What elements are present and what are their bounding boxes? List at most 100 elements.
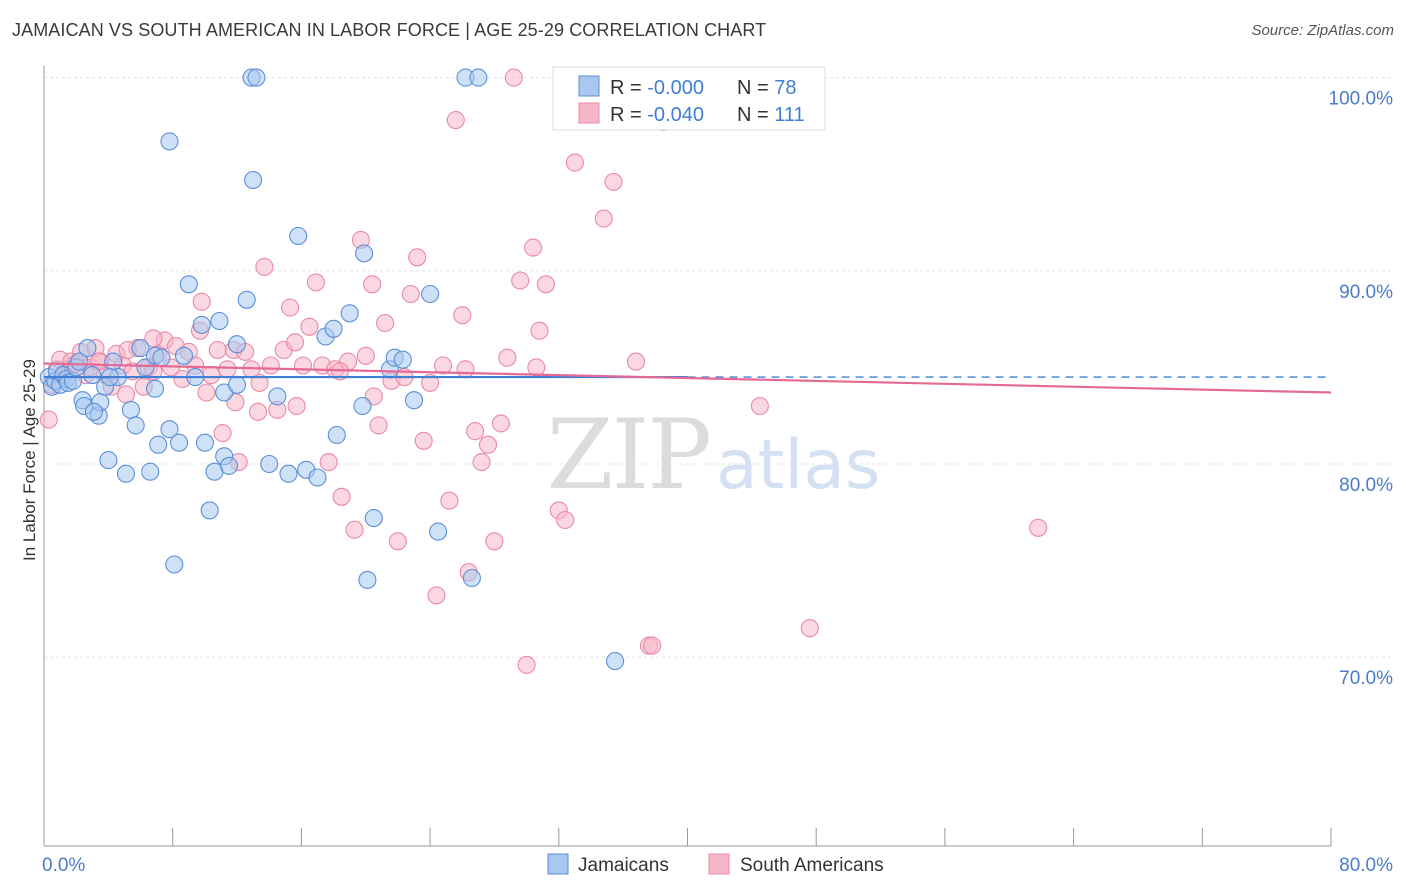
south-americans-point-87 [556, 510, 575, 530]
stats-n-value-south-americans: 111 [774, 104, 804, 126]
jamaicans-point-70 [227, 375, 247, 394]
stats-r-label-jamaicans: R = [610, 77, 647, 99]
jamaicans-point-72 [160, 132, 179, 151]
jamaicans-point-64 [421, 284, 440, 304]
jamaicans-point-77 [84, 402, 103, 421]
south-americans-point-71 [446, 111, 465, 130]
y-tick-label-3: 100.0% [1329, 89, 1394, 110]
jamaicans-point-52 [308, 468, 327, 487]
x-tick-label-1: 80.0% [1339, 855, 1393, 876]
jamaicans-point-65 [429, 522, 448, 541]
jamaicans-point-62 [393, 350, 412, 369]
jamaicans-point-43 [227, 335, 247, 354]
stats-r-label-south-americans: R = [610, 104, 647, 126]
south-americans-point-98 [1029, 518, 1048, 537]
jamaicans-point-68 [462, 568, 481, 588]
stats-n-label-jamaicans: N = [737, 77, 774, 99]
south-americans-point-66 [414, 431, 433, 450]
south-americans-point-49 [306, 273, 325, 292]
svg-text:R = -0.040: R = -0.040 [610, 104, 704, 126]
jamaicans-point-29 [152, 348, 171, 367]
south-americans-point-72 [453, 306, 472, 325]
south-americans-point-0 [39, 410, 58, 429]
jamaicans-point-59 [364, 509, 383, 528]
series-legend-label-jamaicans: Jamaicans [578, 855, 669, 876]
south-americans-point-96 [750, 396, 769, 416]
south-americans-point-83 [524, 238, 543, 257]
jamaicans-point-36 [192, 315, 211, 334]
jamaicans-point-67 [469, 68, 488, 87]
south-americans-point-78 [491, 414, 510, 433]
jamaicans-point-19 [104, 352, 123, 371]
jamaicans-point-46 [247, 68, 266, 87]
south-americans-point-62 [388, 532, 407, 551]
jamaicans-point-33 [174, 346, 194, 365]
svg-text:N = 78: N = 78 [737, 77, 797, 99]
stats-n-value-jamaicans: 78 [774, 77, 796, 99]
south-americans-trend-line [43, 362, 1332, 394]
south-americans-point-57 [356, 346, 375, 365]
south-americans-points [39, 68, 1048, 674]
jamaicans-point-55 [327, 425, 346, 445]
trend-lines [43, 362, 1332, 394]
chart-source: Source: ZipAtlas.com [1251, 22, 1394, 39]
south-americans-point-42 [261, 356, 280, 375]
stats-r-value-south-americans: -0.040 [647, 104, 704, 126]
south-americans-point-68 [427, 586, 446, 605]
series-legend-swatch-south-americans [708, 853, 730, 875]
south-americans-point-65 [408, 248, 427, 267]
jamaicans-point-44 [237, 290, 256, 309]
south-americans-point-46 [287, 396, 306, 416]
jamaicans-point-54 [324, 319, 343, 338]
south-americans-point-33 [208, 340, 227, 360]
series-legend-label-south-americans: South Americans [740, 855, 884, 876]
south-americans-point-35 [218, 360, 237, 379]
south-americans-point-30 [192, 292, 211, 311]
south-americans-point-89 [594, 209, 613, 228]
svg-text:N = 111: N = 111 [737, 104, 805, 126]
chart-title: JAMAICAN VS SOUTH AMERICAN IN LABOR FORC… [12, 20, 767, 40]
south-americans-point-102 [456, 360, 475, 379]
south-americans-point-55 [345, 520, 364, 539]
jamaicans-point-47 [260, 454, 279, 474]
south-americans-point-17 [116, 385, 136, 404]
jamaicans-point-34 [179, 275, 198, 294]
south-americans-point-41 [255, 257, 274, 276]
south-americans-point-58 [363, 275, 382, 294]
x-tick-label-0: 0.0% [42, 855, 85, 876]
jamaicans-point-49 [279, 464, 298, 483]
stats-legend: R = -0.000 N = 78 R = -0.040 N = 111 [552, 66, 826, 131]
jamaicans-point-32 [170, 433, 189, 452]
south-americans-point-34 [213, 424, 232, 443]
series-legend-swatch-jamaicans [547, 853, 569, 875]
south-americans-point-97 [800, 619, 819, 638]
jamaicans-point-50 [289, 226, 308, 246]
south-americans-point-31 [197, 383, 216, 402]
jamaicans-point-18 [99, 451, 118, 470]
jamaicans-point-56 [340, 304, 359, 323]
y-axis-label: In Labor Force | Age 25-29 [20, 359, 39, 561]
watermark: ZIP atlas [547, 399, 881, 511]
south-americans-point-74 [466, 422, 485, 441]
jamaicans-point-10 [70, 352, 89, 371]
jamaicans-point-57 [353, 396, 372, 416]
jamaicans-point-24 [131, 339, 150, 358]
stats-r-value-jamaicans: -0.000 [647, 77, 704, 99]
y-tick-label-1: 80.0% [1339, 475, 1393, 496]
south-americans-point-32 [202, 366, 221, 385]
south-americans-point-77 [485, 532, 504, 551]
jamaicans-point-73 [355, 244, 374, 263]
south-americans-point-60 [376, 313, 395, 333]
south-americans-point-109 [250, 373, 269, 392]
south-americans-point-59 [369, 416, 388, 435]
jamaicans-point-40 [210, 311, 229, 331]
south-americans-point-75 [472, 453, 491, 472]
jamaicans-point-21 [116, 464, 136, 483]
tick-labels: 70.0% 80.0% 90.0% 100.0% 0.0% 80.0% [42, 89, 1393, 876]
jamaicans-point-48 [268, 387, 287, 406]
south-americans-point-45 [281, 298, 300, 317]
y-tick-label-2: 90.0% [1339, 282, 1393, 303]
south-americans-point-64 [401, 284, 420, 304]
south-americans-point-91 [626, 352, 646, 371]
